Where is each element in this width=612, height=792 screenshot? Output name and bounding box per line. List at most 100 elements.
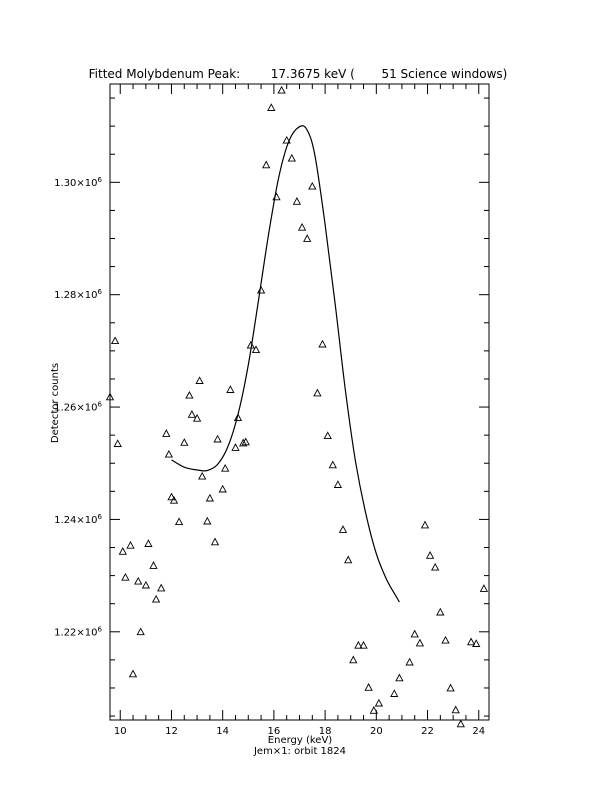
y-tick-label: 1.26×106	[54, 401, 102, 414]
data-point	[328, 460, 337, 469]
data-point	[313, 388, 322, 397]
fit-curve-layer	[171, 125, 400, 603]
data-point	[420, 520, 430, 529]
data-point	[218, 484, 227, 493]
y-tick-exponent: 6	[98, 625, 103, 633]
y-tick-label: 1.30×106	[54, 176, 102, 189]
y-axis-ticks: 1.22×106 1.24×106 1.26×106 1.28×106 1.30×106	[54, 97, 489, 717]
data-point	[308, 181, 317, 190]
data-point	[221, 463, 230, 472]
data-point	[136, 627, 145, 636]
x-tick-label: 12	[165, 726, 178, 737]
data-point	[144, 539, 153, 547]
x-tick-label: 16	[268, 726, 281, 737]
data-point	[446, 683, 455, 692]
data-point	[344, 555, 353, 564]
plot-frame	[109, 83, 490, 721]
data-point	[134, 576, 143, 585]
data-point	[113, 439, 122, 447]
y-tick-exponent: 6	[98, 176, 103, 184]
data-point	[359, 640, 368, 649]
data-point	[456, 719, 465, 728]
fit-curve	[171, 125, 400, 603]
data-point	[262, 160, 271, 169]
x-tick-label: 14	[216, 726, 229, 737]
x-tick-label: 18	[319, 726, 332, 737]
data-point	[410, 629, 419, 638]
data-point	[405, 657, 414, 666]
data-point	[292, 197, 302, 205]
data-point	[349, 655, 358, 664]
data-point	[162, 429, 171, 437]
y-axis-label: Detector counts	[50, 363, 61, 443]
data-point	[187, 410, 197, 418]
data-point	[141, 580, 151, 589]
data-point	[213, 434, 222, 443]
data-point	[164, 449, 174, 458]
data-point	[157, 583, 166, 592]
data-point	[149, 561, 158, 569]
y-tick-exponent: 6	[98, 513, 103, 521]
data-point	[415, 638, 425, 647]
data-point	[256, 285, 266, 294]
data-point	[395, 673, 404, 682]
data-point	[110, 336, 120, 345]
data-point	[169, 495, 179, 504]
plot-area: 10 12 14 16 18 20 22 24 1.22×106 1.24×106 1.26×10…	[54, 83, 490, 737]
data-point	[451, 705, 460, 714]
x-tick-label: 24	[472, 726, 485, 737]
data-point	[333, 480, 343, 488]
data-point	[185, 390, 194, 399]
data-point	[203, 516, 212, 525]
chart-title: Fitted Molybdenum Peak: 17.3675 keV ( 51…	[89, 67, 508, 81]
data-point	[239, 438, 248, 447]
y-tick-exponent: 6	[98, 401, 103, 409]
data-point	[226, 385, 235, 393]
data-point	[192, 413, 202, 422]
data-point	[126, 540, 135, 549]
data-point	[472, 639, 481, 647]
data-point	[151, 594, 161, 603]
x-axis-ticks: 10 12 14 16 18 20 22 24	[114, 84, 485, 737]
data-point	[374, 698, 384, 707]
data-point	[369, 706, 378, 714]
data-point	[233, 413, 243, 422]
data-point	[338, 525, 348, 533]
data-point	[231, 443, 240, 451]
data-point	[180, 438, 189, 446]
data-point	[436, 607, 445, 616]
x-tick-label: 10	[114, 726, 127, 737]
data-point	[251, 345, 261, 354]
x-axis-label: Energy (keV)	[268, 735, 333, 746]
data-point	[128, 669, 138, 678]
data-point	[195, 376, 204, 384]
data-point	[174, 517, 184, 526]
data-point	[267, 103, 276, 111]
data-point	[210, 537, 220, 546]
data-point	[297, 222, 307, 231]
data-point	[479, 584, 489, 592]
y-tick-label: 1.28×106	[54, 288, 102, 301]
data-point	[167, 492, 176, 501]
data-point	[390, 689, 399, 697]
y-tick-label: 1.24×106	[54, 513, 102, 526]
data-points-layer	[105, 85, 489, 728]
data-point	[354, 640, 363, 649]
data-point	[318, 339, 327, 348]
x-tick-label: 20	[370, 726, 383, 737]
data-point	[431, 562, 440, 571]
data-point	[241, 437, 250, 446]
data-point	[364, 683, 373, 691]
data-point	[105, 392, 115, 401]
data-point	[466, 637, 476, 646]
data-point	[441, 635, 450, 644]
data-point	[277, 85, 286, 94]
data-point	[198, 471, 207, 480]
y-tick-label: 1.22×106	[54, 625, 102, 638]
data-point	[282, 135, 291, 144]
data-point	[246, 340, 255, 349]
data-point	[121, 572, 130, 581]
x-tick-label: 22	[421, 726, 434, 737]
data-point	[425, 551, 435, 559]
